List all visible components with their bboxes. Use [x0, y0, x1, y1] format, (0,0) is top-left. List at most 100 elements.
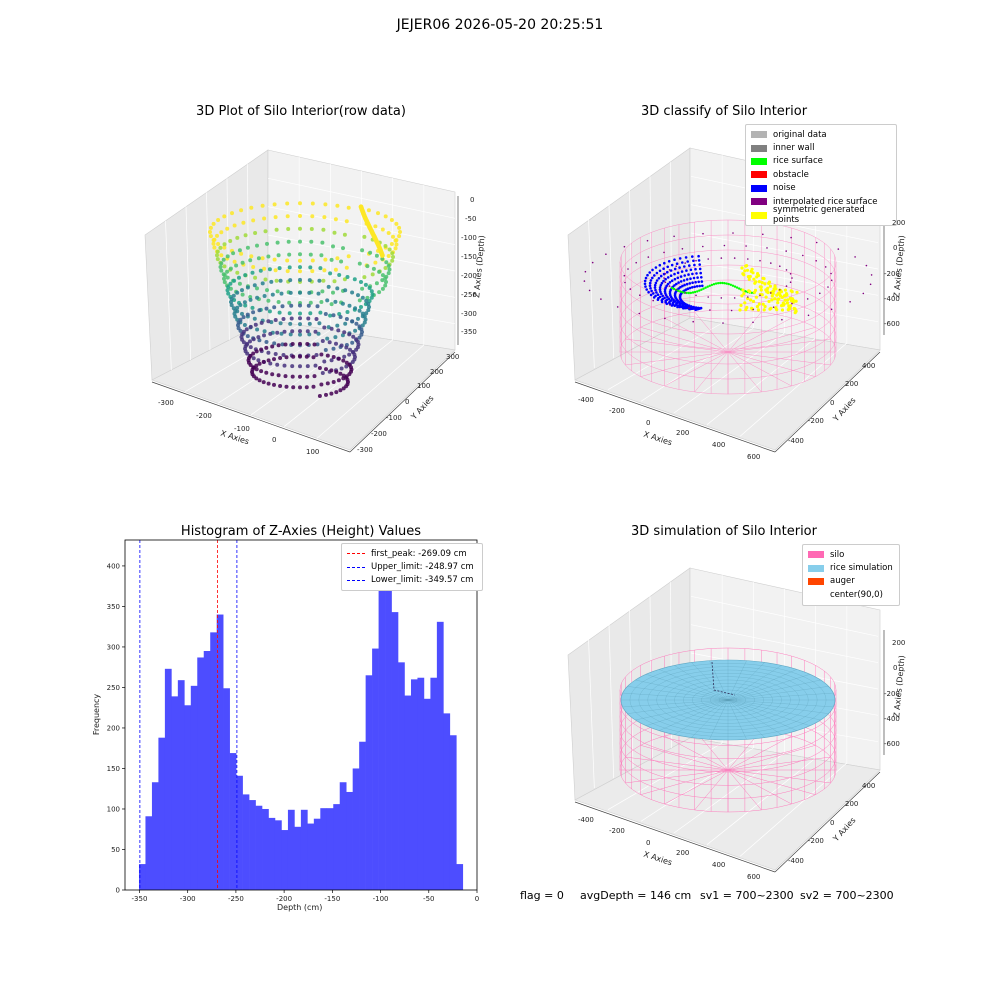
- histogram-bar: [210, 632, 217, 890]
- cls-ytick: -200: [808, 417, 824, 425]
- legend-item: Lower_limit: -349.57 cm: [347, 574, 477, 587]
- histogram-bar: [339, 782, 347, 890]
- raw-ztick: -200: [461, 272, 477, 280]
- histogram-bar: [313, 818, 321, 890]
- histogram-bar: [281, 830, 289, 890]
- histogram-xtick-label: -350: [132, 895, 148, 903]
- legend-item: interpolated rice surface: [751, 195, 891, 208]
- histogram-bar: [456, 864, 464, 890]
- histogram-bar: [307, 823, 315, 890]
- histogram-bar: [164, 668, 172, 890]
- legend-swatch: [751, 171, 767, 179]
- histogram-bar: [423, 698, 431, 890]
- legend-label: silo: [830, 549, 845, 560]
- legend-label: interpolated rice surface: [773, 196, 878, 207]
- raw-ztick: -250: [461, 291, 477, 299]
- legend-label: symmetric generated points: [773, 205, 865, 226]
- legend-swatch: [751, 157, 767, 165]
- raw-plot-title: 3D Plot of Silo Interior(row data): [196, 104, 406, 119]
- histogram-bar: [255, 805, 263, 890]
- raw-ytick: 300: [446, 353, 460, 361]
- histogram-bar: [268, 817, 276, 890]
- histogram-bar: [158, 737, 166, 890]
- sim-ztick: -400: [884, 715, 900, 723]
- histogram-bar: [249, 800, 256, 890]
- histogram-xtick-label: -100: [373, 895, 389, 903]
- histogram-bar: [223, 688, 230, 890]
- raw-xtick: -100: [234, 425, 250, 433]
- sv1-text: sv1 = 700~2300: [700, 889, 794, 902]
- sim-xtick: -200: [609, 827, 625, 835]
- sim-xtick: 200: [676, 849, 690, 857]
- classify-plot-title: 3D classify of Silo Interior: [640, 104, 808, 119]
- legend-line: [347, 566, 365, 568]
- histogram-xtick-label: -50: [423, 895, 434, 903]
- auger: [711, 661, 736, 696]
- histogram-xtick-label: -300: [180, 895, 196, 903]
- legend-line: [347, 579, 365, 581]
- histogram-bar: [216, 614, 224, 890]
- histogram-ytick-label: 200: [107, 724, 120, 732]
- cls-xtick: -200: [609, 407, 625, 415]
- legend-swatch: [808, 577, 824, 585]
- histogram-xtick-label: -200: [276, 895, 292, 903]
- histogram-bar: [365, 675, 373, 890]
- legend-swatch: [751, 211, 767, 219]
- histogram-ytick-label: 400: [107, 562, 120, 570]
- cls-ztick: 0: [893, 244, 898, 252]
- sim-ztick: 0: [893, 664, 898, 672]
- cls-ytick: 0: [830, 399, 835, 407]
- sim-ytick: -200: [808, 837, 824, 845]
- histogram-bar: [404, 695, 412, 890]
- sim-ztick: -600: [884, 740, 900, 748]
- sim-ztick: 200: [892, 639, 906, 647]
- histogram-bar: [398, 662, 405, 890]
- histogram-xlabel: Depth (cm): [277, 903, 323, 912]
- legend-item: center(90,0): [808, 588, 894, 601]
- histogram-title: Histogram of Z-Axies (Height) Values: [180, 524, 422, 539]
- histogram-ytick-label: 100: [107, 805, 120, 813]
- raw-ytick: -200: [371, 430, 387, 438]
- legend-label: noise: [773, 183, 796, 194]
- histogram-bar: [326, 808, 334, 890]
- histogram-bar: [430, 677, 438, 890]
- cls-ztick: 200: [892, 219, 906, 227]
- histogram-bar: [197, 657, 205, 890]
- histogram-bar: [177, 680, 185, 890]
- sim-ytick: -400: [788, 857, 804, 865]
- legend-item: first_peak: -269.09 cm: [347, 547, 477, 560]
- histogram-bar: [171, 696, 179, 890]
- histogram-legend: first_peak: -269.09 cm Upper_limit: -248…: [341, 543, 483, 592]
- cls-ztick: -200: [884, 270, 900, 278]
- histogram-ytick-label: 350: [107, 603, 120, 611]
- legend-swatch: [751, 184, 767, 192]
- raw-ytick: 100: [417, 382, 431, 390]
- sim-ztick: -200: [884, 690, 900, 698]
- raw-ytick: -300: [357, 446, 373, 454]
- cls-xtick: 0: [646, 419, 651, 427]
- legend-label: Lower_limit: -349.57 cm: [371, 575, 474, 586]
- histogram-bar: [274, 820, 282, 890]
- legend-item: original data: [751, 128, 891, 141]
- raw-ytick: 200: [430, 368, 444, 376]
- legend-swatch: [751, 144, 767, 152]
- legend-item: silo: [808, 548, 894, 561]
- cls-xtick: -400: [578, 396, 594, 404]
- flag-text: flag = 0: [520, 889, 564, 902]
- raw-ztick: -50: [465, 215, 477, 223]
- legend-label: center(90,0): [830, 589, 883, 600]
- raw-xtick: 100: [306, 448, 320, 456]
- legend-item: rice simulation: [808, 561, 894, 574]
- raw-ztick: -350: [461, 328, 477, 336]
- legend-item: inner wall: [751, 141, 891, 154]
- cls-ztick: -600: [884, 320, 900, 328]
- histogram-bar: [417, 677, 425, 890]
- histogram-bar: [236, 775, 243, 890]
- sim-ytick: 400: [862, 782, 876, 790]
- histogram-bar: [190, 685, 198, 890]
- legend-item: rice surface: [751, 155, 891, 168]
- legend-item: auger: [808, 575, 894, 588]
- sim-xtick: -400: [578, 816, 594, 824]
